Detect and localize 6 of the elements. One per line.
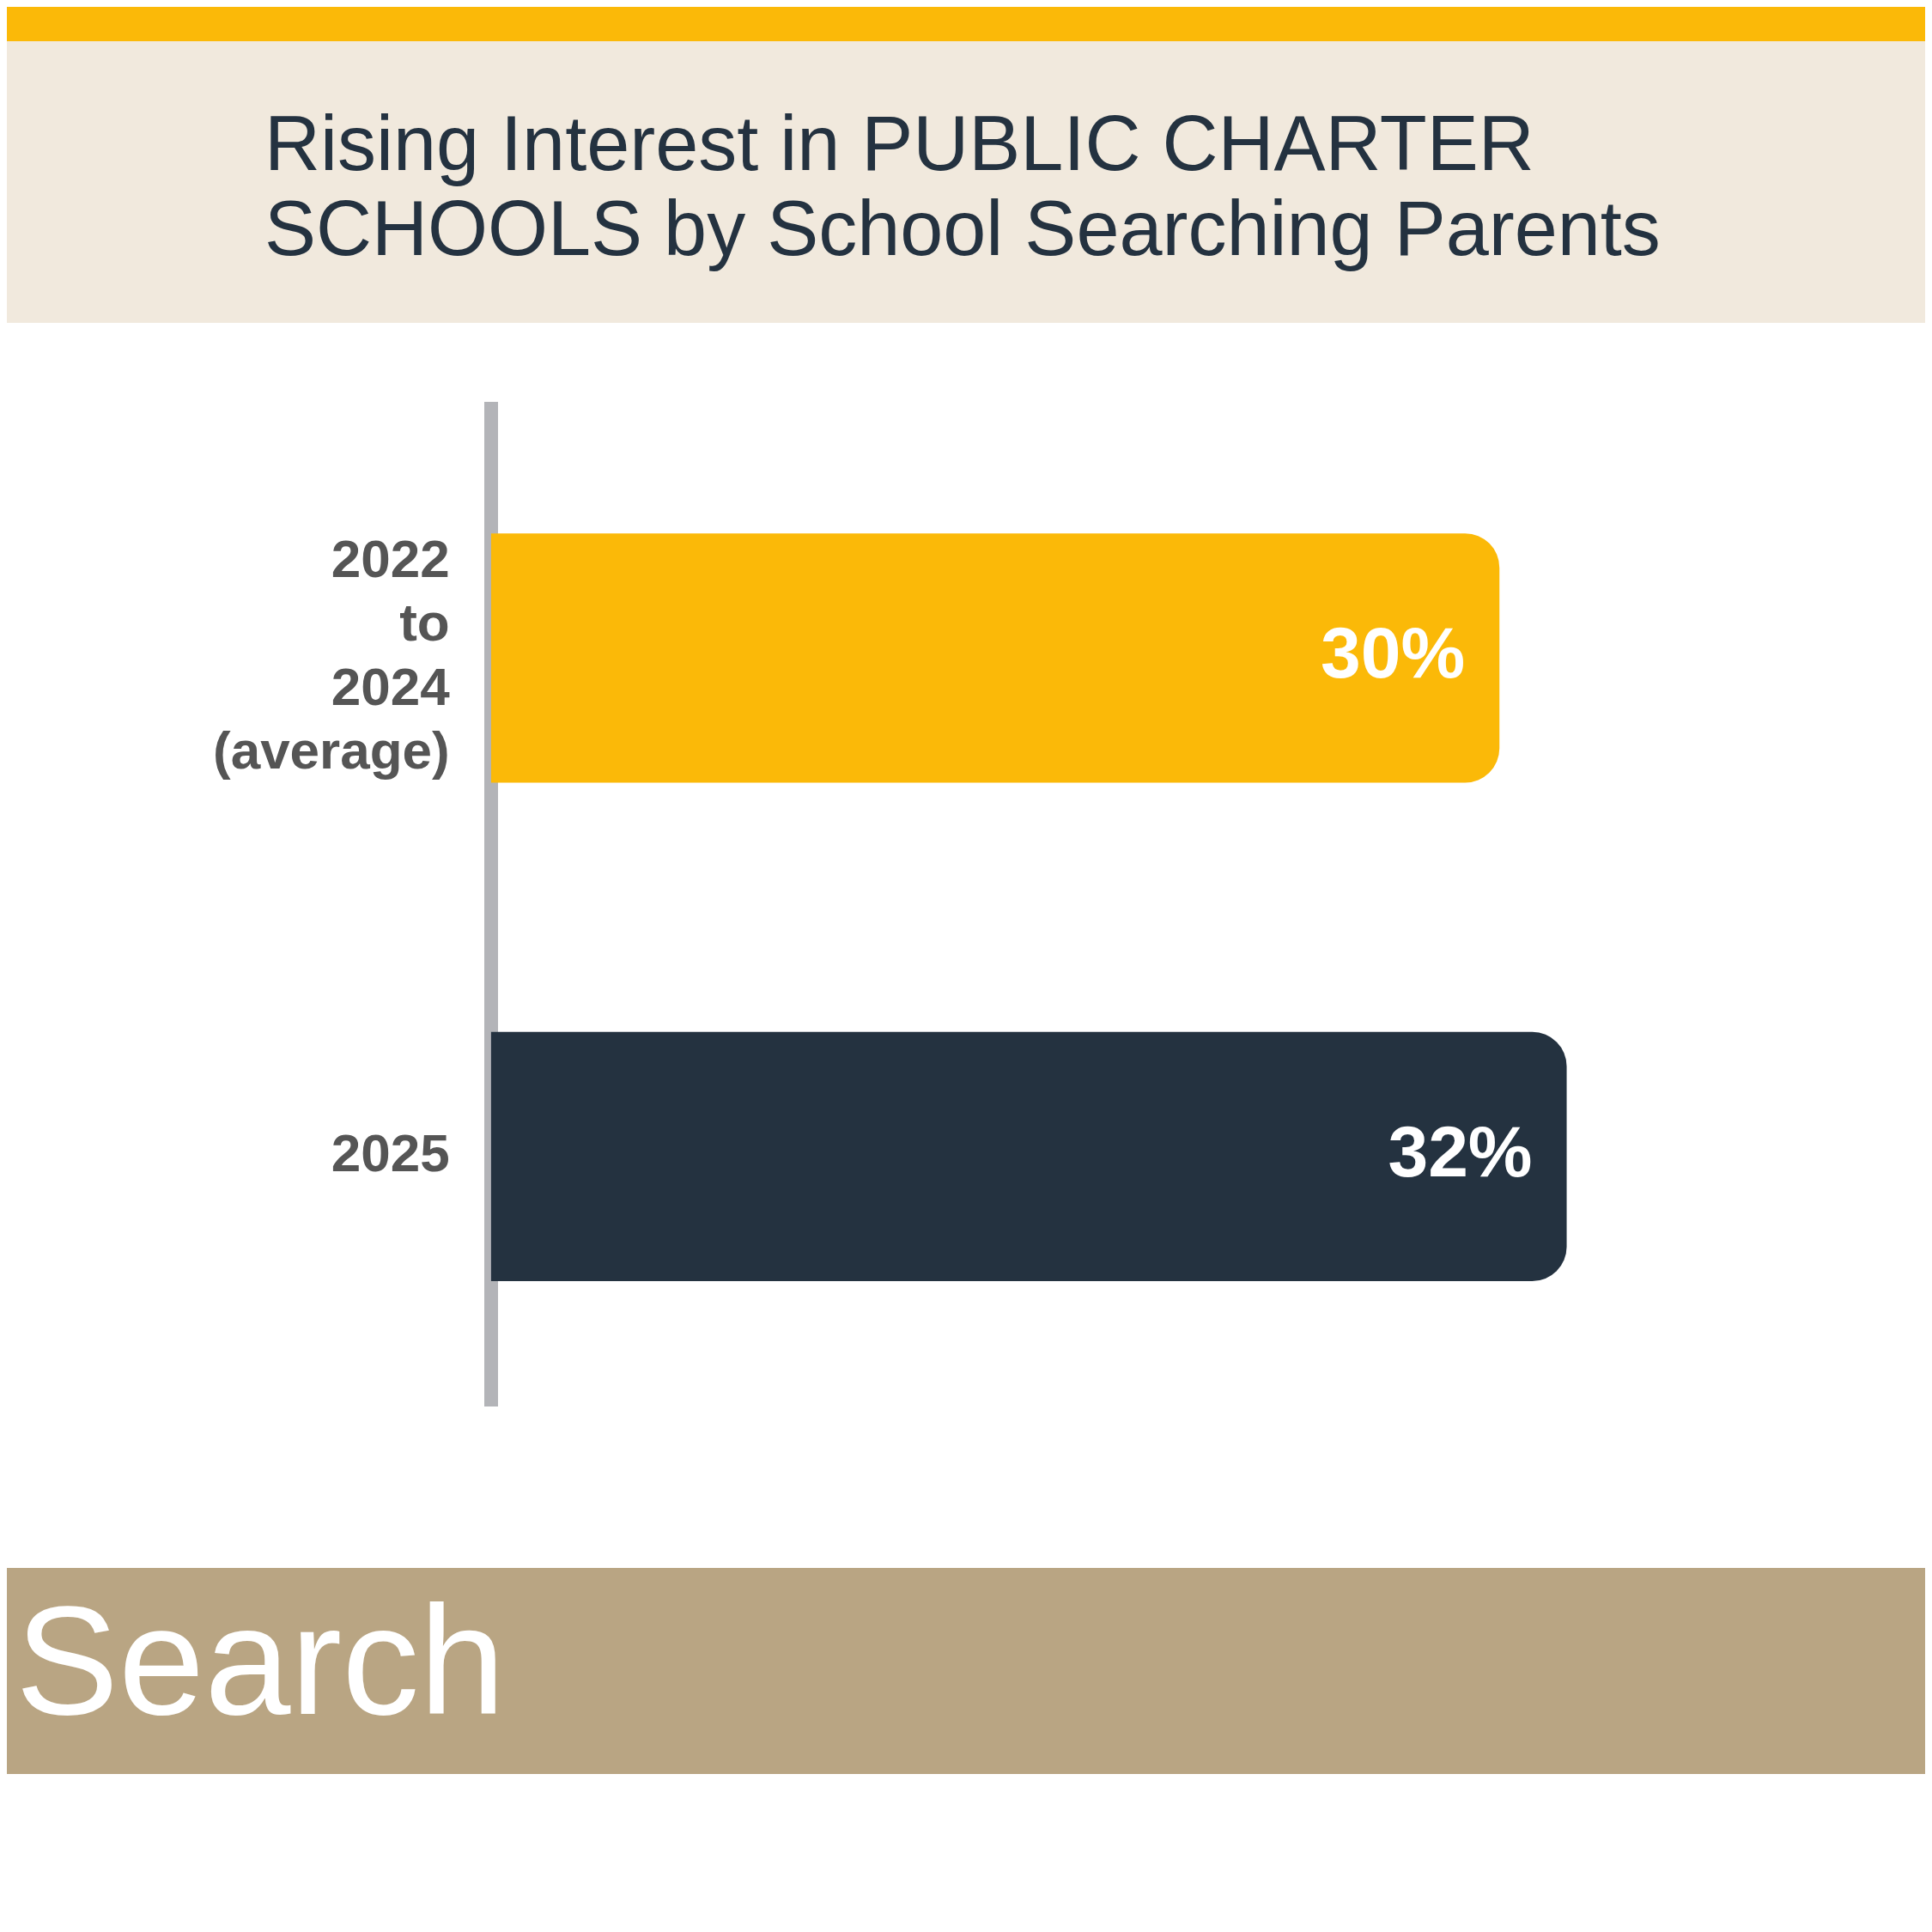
data-label: 30% [1321,612,1466,694]
y-tick-label: 2025 [331,1122,450,1182]
text: Search [15,1573,506,1748]
y-tick-label: 2022 to 2024 (average) [213,528,451,780]
data-label: 32% [1388,1111,1533,1193]
chart-title: Rising Interest in PUBLIC CHARTER SCHOOLS by School Searching Parents [264,100,1662,271]
